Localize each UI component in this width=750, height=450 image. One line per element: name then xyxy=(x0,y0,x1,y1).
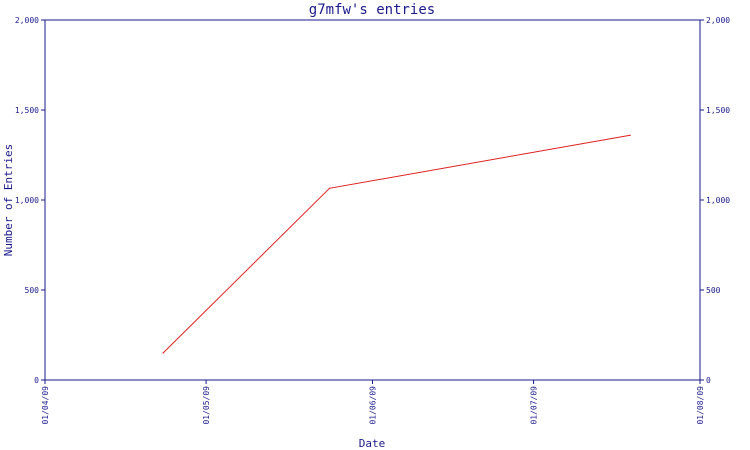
y-tick-label-right: 0 xyxy=(706,376,711,385)
y-tick-label-left: 500 xyxy=(25,286,40,295)
x-tick-label: 01/04/09 xyxy=(41,386,50,425)
chart-title: g7mfw's entries xyxy=(309,2,435,18)
plot-area xyxy=(44,19,701,381)
y-axis-right: 0 500 1,000 1,500 2,000 xyxy=(700,16,730,385)
y-tick-label-right: 1,500 xyxy=(706,106,730,115)
y-tick-label-left: 0 xyxy=(34,376,39,385)
data-point xyxy=(629,134,631,136)
x-axis: 01/04/09 01/05/09 01/06/09 01/07/09 01/08/09 xyxy=(41,380,705,425)
x-tick-label: 01/07/09 xyxy=(530,386,539,425)
y-tick-label-right: 500 xyxy=(706,286,721,295)
x-tick-label: 01/05/09 xyxy=(202,386,211,425)
y-axis-label: Number of Entries xyxy=(2,144,15,257)
y-tick-label-left: 1,000 xyxy=(15,196,39,205)
series-line xyxy=(162,134,631,354)
x-tick-label: 01/08/09 xyxy=(696,386,705,425)
y-tick-label-left: 2,000 xyxy=(15,16,39,25)
y-tick-label-left: 1,500 xyxy=(15,106,39,115)
data-point xyxy=(328,187,331,189)
series-layer xyxy=(162,134,631,354)
data-point xyxy=(162,352,164,354)
x-tick-label: 01/06/09 xyxy=(369,386,378,425)
y-tick-label-right: 1,000 xyxy=(706,196,730,205)
y-tick-label-right: 2,000 xyxy=(706,16,730,25)
x-axis-label: Date xyxy=(359,437,386,450)
y-axis-left: 0 500 1,000 1,500 2,000 xyxy=(15,16,45,385)
